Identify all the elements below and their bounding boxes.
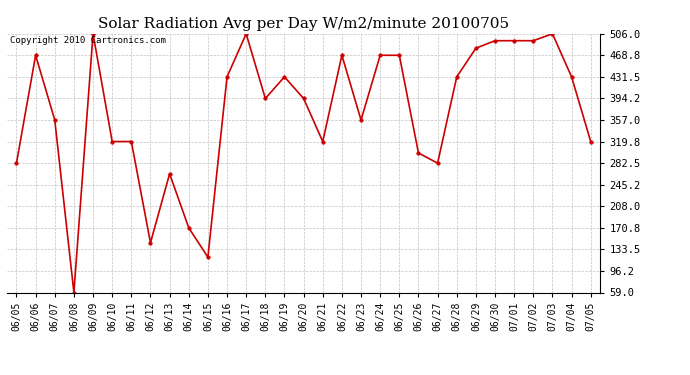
Text: Copyright 2010 Cartronics.com: Copyright 2010 Cartronics.com	[10, 36, 166, 45]
Title: Solar Radiation Avg per Day W/m2/minute 20100705: Solar Radiation Avg per Day W/m2/minute …	[98, 17, 509, 31]
